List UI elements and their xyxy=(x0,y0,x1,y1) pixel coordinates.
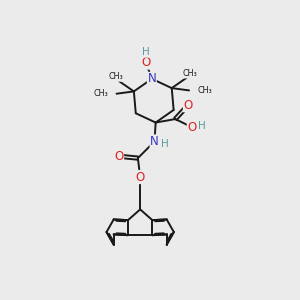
Text: CH₃: CH₃ xyxy=(198,86,213,95)
Text: N: N xyxy=(148,72,156,85)
Text: O: O xyxy=(114,150,124,163)
Text: O: O xyxy=(141,56,151,69)
Text: H: H xyxy=(161,139,169,149)
Text: N: N xyxy=(150,135,159,148)
Text: H: H xyxy=(198,121,206,131)
Text: CH₃: CH₃ xyxy=(93,89,108,98)
Text: O: O xyxy=(136,171,145,184)
Text: CH₃: CH₃ xyxy=(182,69,197,78)
Text: O: O xyxy=(187,121,196,134)
Text: O: O xyxy=(183,99,193,112)
Text: H: H xyxy=(142,47,150,57)
Text: CH₃: CH₃ xyxy=(109,72,123,81)
